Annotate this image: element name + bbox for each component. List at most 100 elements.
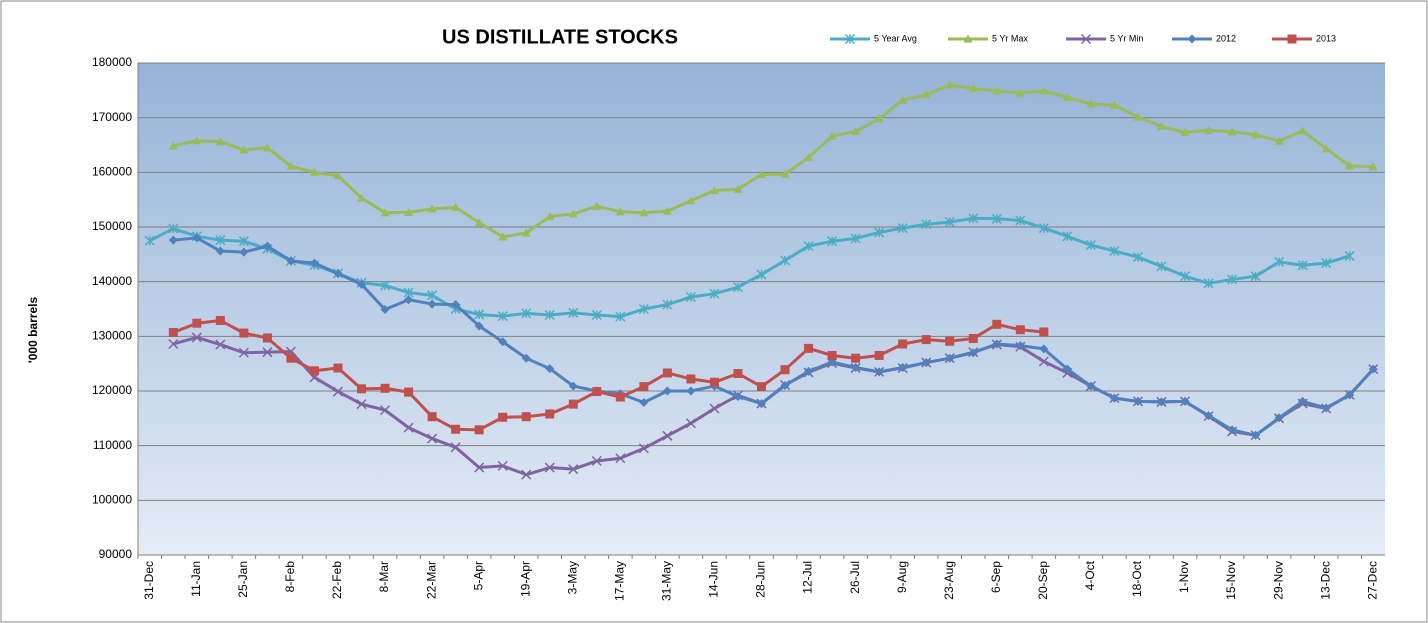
marker — [498, 337, 508, 347]
marker — [286, 353, 296, 363]
marker — [963, 34, 973, 43]
marker — [780, 169, 790, 178]
marker — [1086, 381, 1096, 391]
x-tick-label: 18-Oct — [1130, 560, 1144, 597]
marker — [945, 80, 955, 89]
marker — [968, 84, 978, 93]
marker — [1180, 127, 1190, 137]
marker — [968, 213, 979, 224]
marker — [1133, 396, 1143, 406]
marker — [757, 382, 766, 392]
marker — [380, 405, 391, 416]
marker — [615, 207, 625, 216]
marker — [709, 185, 719, 194]
marker — [709, 288, 720, 299]
marker — [968, 348, 978, 358]
marker — [1156, 397, 1166, 407]
marker — [992, 339, 1002, 349]
marker — [1187, 34, 1197, 44]
x-tick-label: 13-Dec — [1318, 561, 1332, 600]
marker — [380, 280, 391, 291]
y-tick-label: 150000 — [92, 219, 132, 233]
marker — [333, 363, 343, 373]
marker — [780, 365, 790, 375]
marker — [1015, 215, 1026, 226]
marker — [333, 268, 343, 278]
marker — [1251, 430, 1261, 440]
marker — [427, 299, 437, 309]
y-tick-label: 140000 — [92, 274, 132, 288]
marker — [356, 399, 367, 410]
marker — [591, 309, 602, 321]
marker — [191, 332, 202, 343]
marker — [1132, 252, 1143, 263]
marker — [357, 279, 367, 289]
marker — [827, 131, 837, 140]
marker — [332, 386, 344, 397]
marker — [1062, 92, 1072, 102]
marker — [851, 362, 861, 372]
marker — [1344, 250, 1355, 262]
marker — [1298, 126, 1308, 135]
marker — [592, 387, 602, 397]
y-tick-label: 160000 — [92, 165, 132, 179]
legend-label: 5 Yr Min — [1110, 33, 1143, 43]
x-tick-label: 6-Sep — [989, 561, 1003, 593]
x-tick-label: 19-Apr — [518, 561, 532, 597]
marker — [804, 343, 814, 353]
marker — [380, 305, 390, 315]
marker — [686, 374, 696, 384]
marker — [144, 235, 155, 246]
legend-label: 5 Yr Max — [992, 33, 1028, 43]
marker — [851, 353, 861, 363]
marker — [733, 391, 743, 401]
marker — [262, 143, 272, 152]
marker — [286, 256, 296, 266]
marker — [1062, 364, 1072, 374]
marker — [192, 318, 202, 328]
marker — [662, 368, 672, 378]
marker — [427, 412, 437, 422]
x-tick-label: 15-Nov — [1224, 561, 1238, 600]
x-tick-label: 22-Mar — [424, 561, 438, 599]
marker — [1179, 271, 1191, 282]
marker — [568, 307, 579, 318]
marker — [286, 161, 296, 170]
marker — [451, 300, 461, 310]
marker — [1345, 390, 1355, 400]
marker — [615, 392, 625, 402]
marker — [215, 315, 225, 325]
marker — [333, 171, 343, 180]
marker — [992, 319, 1002, 329]
marker — [1038, 223, 1049, 234]
marker — [897, 223, 908, 234]
marker — [1039, 86, 1049, 95]
marker — [733, 184, 743, 193]
marker — [779, 255, 791, 266]
marker — [404, 387, 414, 397]
y-tick-label: 90000 — [99, 547, 133, 561]
marker — [309, 366, 319, 376]
marker — [309, 167, 319, 176]
marker — [451, 202, 461, 211]
marker — [357, 384, 367, 394]
marker — [921, 90, 931, 99]
marker — [592, 201, 602, 210]
marker — [662, 430, 673, 441]
marker — [474, 462, 485, 473]
marker — [545, 364, 555, 374]
marker — [427, 204, 437, 213]
x-tick-label: 12-Jul — [801, 561, 815, 594]
x-tick-label: 31-Dec — [142, 561, 156, 600]
marker — [844, 33, 856, 45]
marker — [685, 291, 696, 303]
marker — [662, 206, 672, 215]
marker — [944, 217, 955, 228]
x-tick-label: 14-Jun — [707, 561, 721, 598]
marker — [1321, 258, 1332, 269]
x-tick-label: 8-Mar — [377, 561, 391, 592]
marker — [521, 228, 531, 237]
marker — [521, 469, 532, 480]
marker — [992, 86, 1002, 95]
marker — [662, 386, 672, 396]
